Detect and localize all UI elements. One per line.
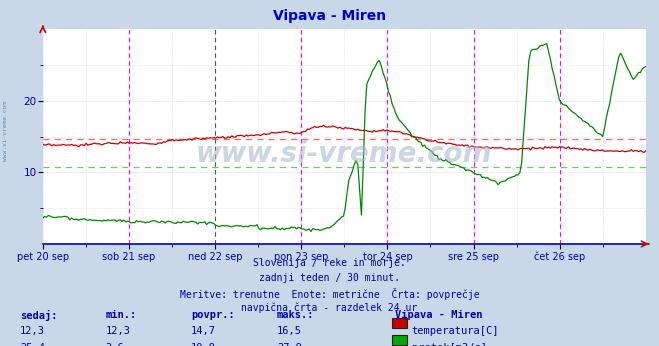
Text: Slovenija / reke in morje.: Slovenija / reke in morje. — [253, 258, 406, 268]
Text: povpr.:: povpr.: — [191, 310, 235, 320]
Text: zadnji teden / 30 minut.: zadnji teden / 30 minut. — [259, 273, 400, 283]
Text: pretok[m3/s]: pretok[m3/s] — [412, 343, 487, 346]
Text: 10,8: 10,8 — [191, 343, 216, 346]
Text: Meritve: trenutne  Enote: metrične  Črta: povprečje: Meritve: trenutne Enote: metrične Črta: … — [180, 288, 479, 300]
Text: www.si-vreme.com: www.si-vreme.com — [196, 140, 492, 168]
Text: min.:: min.: — [105, 310, 136, 320]
Text: 14,7: 14,7 — [191, 326, 216, 336]
Text: sedaj:: sedaj: — [20, 310, 57, 321]
Text: 16,5: 16,5 — [277, 326, 302, 336]
Text: 12,3: 12,3 — [20, 326, 45, 336]
Text: 25,4: 25,4 — [20, 343, 45, 346]
Text: 12,3: 12,3 — [105, 326, 130, 336]
Text: 3,6: 3,6 — [105, 343, 124, 346]
Text: maks.:: maks.: — [277, 310, 314, 320]
Text: 27,9: 27,9 — [277, 343, 302, 346]
Text: www.si-vreme.com: www.si-vreme.com — [3, 101, 8, 162]
Text: navpična črta - razdelek 24 ur: navpična črta - razdelek 24 ur — [241, 302, 418, 313]
Text: Vipava - Miren: Vipava - Miren — [273, 9, 386, 22]
Text: Vipava - Miren: Vipava - Miren — [395, 310, 483, 320]
Text: temperatura[C]: temperatura[C] — [412, 326, 500, 336]
